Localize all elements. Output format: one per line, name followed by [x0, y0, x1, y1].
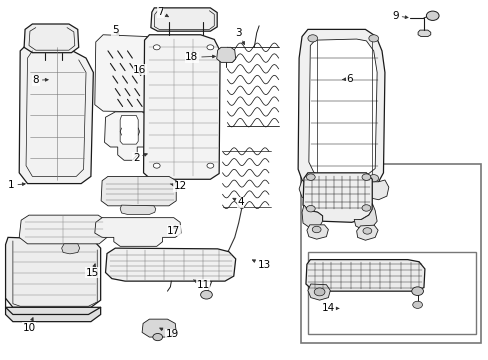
Text: 16: 16: [133, 64, 146, 76]
Circle shape: [153, 333, 162, 341]
Text: 1: 1: [8, 180, 25, 190]
Polygon shape: [143, 35, 220, 179]
Text: 4: 4: [232, 197, 244, 207]
Polygon shape: [299, 180, 326, 200]
Polygon shape: [120, 205, 156, 215]
Polygon shape: [104, 112, 152, 160]
Circle shape: [314, 288, 325, 296]
Circle shape: [306, 174, 315, 180]
Text: 18: 18: [185, 52, 215, 62]
Polygon shape: [101, 176, 176, 206]
Circle shape: [153, 45, 160, 50]
Polygon shape: [95, 35, 156, 112]
Polygon shape: [105, 220, 114, 236]
Bar: [300, 164, 480, 343]
Polygon shape: [5, 237, 101, 307]
Circle shape: [361, 174, 370, 180]
Circle shape: [153, 163, 160, 168]
Text: 2: 2: [133, 153, 147, 163]
Polygon shape: [166, 220, 175, 236]
Text: 10: 10: [22, 318, 36, 333]
Polygon shape: [307, 284, 330, 300]
Circle shape: [206, 163, 213, 168]
Polygon shape: [216, 47, 235, 62]
Polygon shape: [308, 39, 376, 179]
Polygon shape: [61, 244, 80, 254]
Polygon shape: [298, 30, 384, 191]
Polygon shape: [303, 173, 371, 222]
Circle shape: [206, 45, 213, 50]
Circle shape: [368, 175, 378, 182]
Circle shape: [361, 205, 370, 211]
Polygon shape: [151, 8, 217, 31]
Text: 19: 19: [160, 328, 179, 339]
Text: 3: 3: [235, 28, 244, 45]
Text: 17: 17: [167, 225, 180, 236]
Polygon shape: [305, 260, 424, 291]
Text: 5: 5: [112, 25, 119, 36]
Circle shape: [312, 226, 321, 233]
Polygon shape: [5, 307, 101, 321]
Circle shape: [200, 291, 212, 299]
Circle shape: [368, 35, 378, 42]
Circle shape: [307, 175, 317, 182]
Polygon shape: [302, 205, 322, 228]
Polygon shape: [95, 218, 181, 246]
Polygon shape: [417, 30, 430, 37]
Text: 8: 8: [32, 75, 48, 85]
Circle shape: [362, 228, 371, 234]
Text: 7: 7: [157, 7, 168, 17]
Bar: [307, 252, 475, 334]
Text: 11: 11: [193, 280, 209, 290]
Circle shape: [411, 287, 423, 296]
Polygon shape: [105, 248, 235, 281]
Circle shape: [307, 35, 317, 42]
Text: 6: 6: [342, 74, 352, 84]
Polygon shape: [120, 116, 138, 144]
Text: 9: 9: [391, 11, 407, 21]
Polygon shape: [356, 225, 377, 240]
Polygon shape: [353, 203, 376, 229]
Circle shape: [412, 301, 422, 309]
Text: 12: 12: [170, 181, 186, 192]
Polygon shape: [365, 180, 388, 200]
Polygon shape: [19, 215, 107, 244]
Polygon shape: [306, 225, 328, 239]
Text: 13: 13: [252, 260, 270, 270]
Circle shape: [306, 206, 315, 212]
Text: 14: 14: [321, 303, 338, 314]
Polygon shape: [24, 24, 79, 53]
Circle shape: [426, 11, 438, 21]
Polygon shape: [19, 44, 93, 184]
Text: 15: 15: [85, 264, 99, 278]
Polygon shape: [142, 319, 176, 337]
